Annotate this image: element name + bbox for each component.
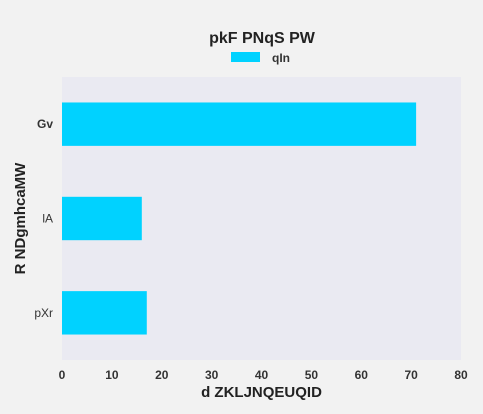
x-tick-label: 30 <box>205 368 219 382</box>
y-tick-label: pXr <box>34 306 53 320</box>
chart-title: pkF PNqS PW <box>209 30 316 47</box>
bar-pXr <box>62 291 147 335</box>
bar-Gv <box>62 102 417 146</box>
x-axis-label: d ZKLJNQEUQID <box>201 384 322 401</box>
bars <box>62 102 417 335</box>
x-tick-label: 80 <box>454 368 468 382</box>
x-tick-label: 70 <box>404 368 418 382</box>
y-tick-label: lA <box>42 212 53 226</box>
legend: qIn <box>231 51 290 65</box>
y-axis-label: R NDgmhcaMW <box>12 162 29 275</box>
x-tick-label: 60 <box>355 368 369 382</box>
x-tick-label: 20 <box>155 368 169 382</box>
x-tick-label: 10 <box>105 368 119 382</box>
x-tick-label: 0 <box>59 368 66 382</box>
legend-swatch <box>231 52 260 62</box>
x-tick-label: 40 <box>255 368 269 382</box>
x-tick-label: 50 <box>305 368 319 382</box>
legend-label: qIn <box>272 51 290 65</box>
bar-lA <box>62 196 142 241</box>
x-axis-ticks: 0 10 20 30 40 50 60 70 80 <box>59 368 468 382</box>
y-axis-ticks: Gv lA pXr <box>34 117 53 320</box>
y-tick-label: Gv <box>37 117 53 131</box>
